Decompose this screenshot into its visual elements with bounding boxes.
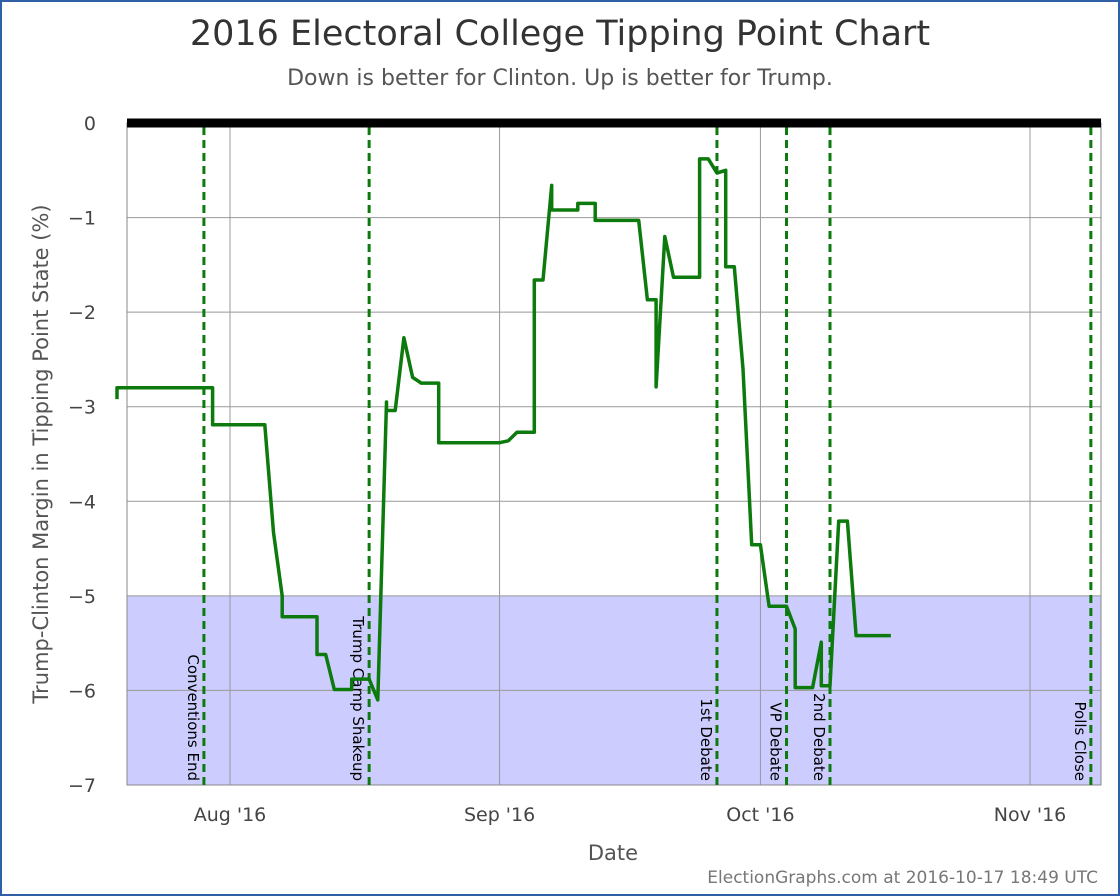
x-tick-label: Oct '16: [726, 804, 794, 826]
tipping-point-line: [115, 157, 891, 702]
x-tick-label: Aug '16: [194, 804, 267, 826]
y-tick-label: −1: [68, 208, 96, 230]
event-label: 2nd Debate: [810, 693, 828, 781]
y-tick-label: −6: [68, 680, 96, 702]
y-tick-label: −3: [68, 397, 96, 419]
x-tick-label: Sep '16: [464, 804, 535, 826]
y-tick-label: −4: [68, 491, 96, 513]
event-label: 1st Debate: [697, 698, 715, 781]
chart-title: 2016 Electoral College Tipping Point Cha…: [189, 14, 931, 54]
x-tick-label: Nov '16: [994, 804, 1067, 826]
event-label: Polls Close: [1071, 702, 1089, 781]
x-axis-label: Date: [588, 841, 638, 865]
event-label: Trump Camp Shakeup: [349, 615, 367, 781]
y-tick-label: 0: [84, 113, 96, 135]
y-tick-label: −5: [68, 586, 96, 608]
y-axis-label: Trump-Clinton Margin in Tipping Point St…: [29, 204, 53, 704]
footer-credit: ElectionGraphs.com at 2016-10-17 18:49 U…: [707, 868, 1098, 888]
chart-subtitle: Down is better for Clinton. Up is better…: [287, 66, 833, 91]
event-label: Conventions End: [184, 654, 202, 781]
y-tick-label: −7: [68, 775, 96, 797]
event-label: VP Debate: [767, 702, 785, 781]
y-tick-label: −2: [68, 302, 96, 324]
